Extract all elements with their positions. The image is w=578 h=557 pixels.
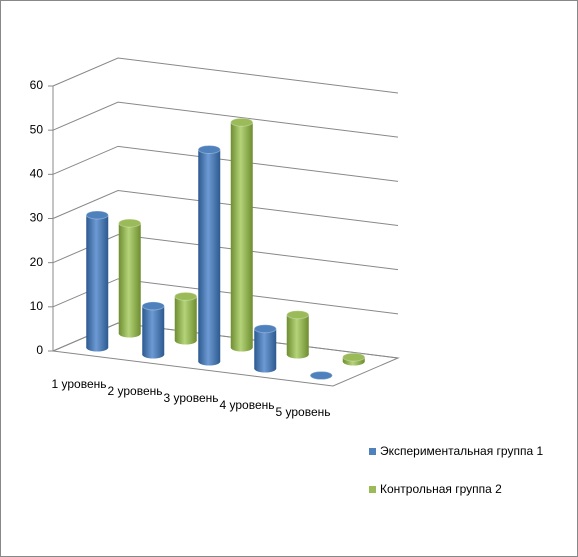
cylinder-bar — [286, 310, 310, 359]
bar-top — [253, 324, 277, 334]
legend-item: Экспериментальная группа 1 — [369, 444, 543, 458]
cylinder-bar — [85, 210, 109, 352]
grid-line — [52, 234, 399, 271]
bar-top — [118, 218, 142, 228]
bar-top — [286, 310, 310, 320]
cylinder-bar — [174, 291, 198, 345]
bar-body — [174, 296, 197, 341]
cylinder-bar — [141, 301, 165, 359]
y-tick-label: 20 — [30, 255, 44, 269]
cylinder-bar — [342, 352, 366, 366]
legend-item: Контрольная группа 2 — [369, 482, 502, 496]
cylinder-bar — [118, 218, 142, 338]
bar-top — [309, 371, 333, 380]
y-tick-label: 60 — [30, 78, 44, 92]
x-tick-label: 3 уровень — [163, 390, 219, 405]
y-tick-label: 30 — [30, 211, 44, 225]
bar-body — [230, 122, 253, 348]
y-tick-label: 0 — [36, 343, 43, 357]
cylinder-bar — [309, 371, 333, 380]
grid-line — [52, 145, 399, 182]
x-tick-label: 5 уровень — [275, 404, 331, 419]
grid-line — [52, 57, 399, 94]
bar-top — [85, 210, 109, 220]
bar-body — [254, 328, 277, 369]
legend-label: Контрольная группа 2 — [380, 482, 502, 496]
grid-line — [52, 101, 399, 138]
grid-line — [52, 189, 399, 226]
bar-body — [286, 314, 309, 355]
bar-top — [174, 291, 198, 301]
legend-swatch — [369, 447, 376, 455]
cylinder-bar — [197, 145, 221, 366]
bar-body — [198, 149, 221, 362]
bar-top — [141, 301, 165, 311]
bar-top — [197, 145, 221, 154]
x-tick-label: 2 уровень — [107, 383, 163, 398]
grid-line — [52, 278, 399, 315]
y-tick-label: 10 — [30, 299, 44, 313]
legend-swatch — [369, 485, 376, 493]
bar-top — [342, 352, 366, 362]
y-tick-label: 40 — [30, 167, 44, 181]
bar-body — [142, 305, 165, 355]
bar-top — [230, 117, 254, 127]
x-tick-label: 1 уровень — [51, 376, 107, 391]
legend-label: Экспериментальная группа 1 — [380, 444, 544, 458]
cylinder-bar — [253, 324, 277, 373]
x-tick-label: 4 уровень — [219, 397, 275, 412]
bar-body — [118, 223, 141, 334]
cylinder-bar — [230, 117, 254, 352]
bar-body — [86, 215, 109, 348]
y-tick-label: 50 — [30, 122, 44, 136]
